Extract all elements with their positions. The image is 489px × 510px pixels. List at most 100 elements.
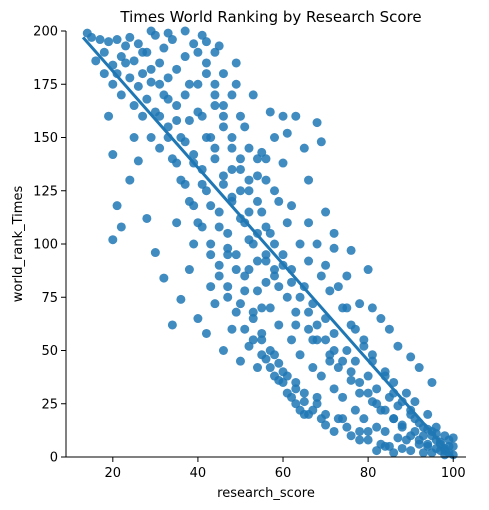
data-point [401,388,411,398]
data-point [338,392,348,402]
data-point [393,433,403,443]
data-point [270,133,280,142]
data-point [321,420,331,430]
data-point [299,388,309,398]
data-point [223,282,233,292]
data-point [172,218,182,228]
data-point [355,377,365,387]
data-point [338,414,348,424]
data-point [129,56,139,66]
data-point [227,143,237,153]
data-point [210,154,220,164]
data-point [278,158,288,168]
data-point [342,346,352,355]
data-point [427,377,437,387]
data-point [252,171,262,181]
data-point [329,328,339,338]
data-point [321,207,331,217]
data-point [138,69,148,79]
data-point [244,265,254,275]
data-point [210,79,220,89]
data-point [304,218,314,228]
data-point [333,363,343,373]
data-point [274,375,284,385]
data-point [99,47,109,57]
data-point [193,314,203,324]
data-point [121,41,131,51]
data-point [201,186,211,196]
data-point [133,39,143,49]
data-point [346,367,356,377]
data-point [389,414,399,424]
data-point [180,52,190,62]
data-point [363,426,373,436]
data-point [138,47,148,57]
data-point [91,56,101,66]
data-point [163,28,173,38]
data-point [248,335,258,345]
data-point [316,414,326,424]
data-point [346,245,356,255]
data-point [270,239,280,249]
data-point [210,47,220,57]
data-point [210,90,220,100]
data-point [248,307,258,317]
data-point [125,32,135,42]
data-point [252,196,262,206]
data-point [193,47,203,57]
data-point [295,292,305,302]
y-tick-label: 150 [33,131,58,146]
data-point [384,324,394,334]
data-point [295,350,305,360]
data-point [257,207,267,217]
data-point [257,147,267,157]
data-point [116,222,126,232]
data-point [244,235,254,245]
data-point [197,30,207,40]
data-point [125,175,135,185]
data-point [321,260,331,270]
data-point [244,207,254,217]
data-point [265,346,275,355]
data-point [197,179,207,189]
data-point [146,77,156,87]
data-point [316,137,326,147]
data-point [206,250,216,260]
data-point [274,320,284,330]
data-point [133,81,143,91]
data-point [231,307,241,317]
data-point [270,186,280,196]
data-point [223,292,233,302]
data-point [308,363,318,373]
x-tick-label: 80 [360,466,377,481]
data-point [227,90,237,100]
data-point [414,435,424,445]
data-point [372,422,382,432]
data-point [252,286,262,296]
y-tick-label: 175 [33,78,58,93]
data-point [227,192,237,202]
data-point [257,328,267,338]
data-point [189,239,199,249]
data-point [299,409,309,419]
data-point [184,265,194,275]
chart-title: Times World Ranking by Research Score [119,8,421,26]
data-point [299,143,309,153]
data-point [325,286,335,296]
data-point [193,107,203,117]
data-point [146,133,156,142]
data-point [180,90,190,100]
data-point [406,446,416,456]
data-point [214,207,224,217]
data-point [282,292,292,302]
data-point [244,186,254,196]
data-point [163,73,173,83]
y-tick-label: 50 [41,344,58,359]
data-point [248,90,258,100]
data-point [227,324,237,334]
data-point [312,399,322,409]
data-point [376,314,386,324]
data-point [240,271,250,281]
data-point [431,443,441,453]
data-point [274,282,284,292]
